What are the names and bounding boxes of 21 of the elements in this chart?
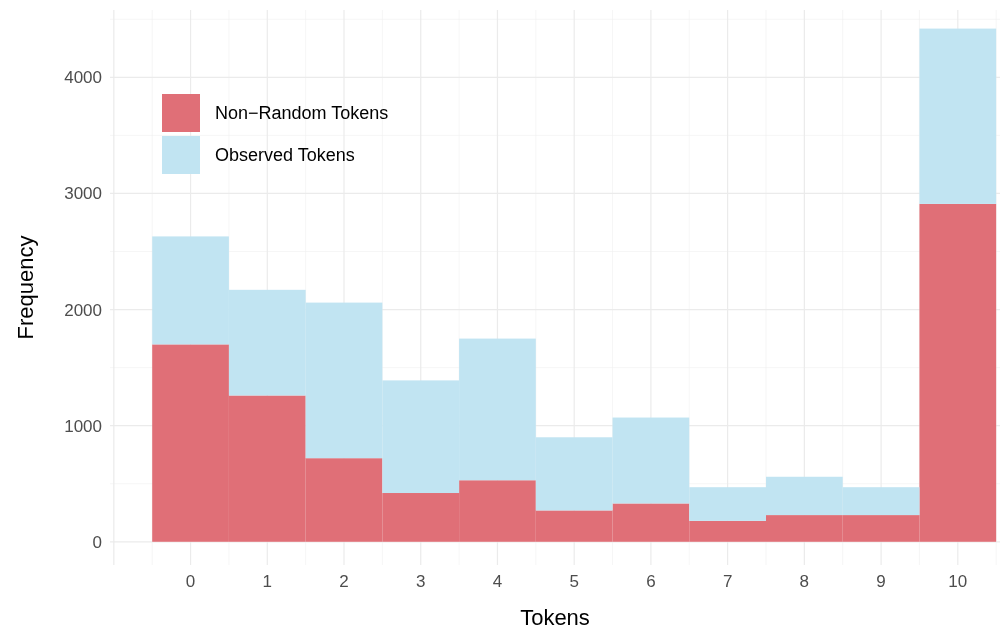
x-tick-label: 8 — [799, 572, 810, 591]
y-tick-label: 2000 — [64, 300, 102, 320]
x-tick-label: 5 — [569, 572, 579, 591]
x-tick-label: 9 — [876, 572, 886, 591]
x-tick-label: 1 — [262, 572, 273, 591]
y-tick-label: 4000 — [64, 68, 102, 88]
x-tick-label: 3 — [416, 572, 426, 591]
x-axis-title: Tokens — [520, 605, 590, 630]
y-axis-title: Frequency — [13, 235, 38, 340]
bar — [919, 28, 997, 204]
x-tick-label: 7 — [722, 572, 733, 591]
x-tick-label: 10 — [948, 572, 968, 591]
x-tick-label: 0 — [185, 572, 196, 591]
y-tick-label: 3000 — [64, 184, 102, 204]
y-tick-label: 0 — [92, 532, 102, 552]
legend-label: Observed Tokens — [215, 145, 355, 166]
y-tick-label: 1000 — [64, 416, 102, 436]
x-tick-label: 2 — [339, 572, 349, 591]
legend-label: Non−Random Tokens — [215, 103, 389, 124]
x-tick-label: 4 — [492, 572, 503, 591]
x-tick-label: 6 — [646, 572, 656, 591]
